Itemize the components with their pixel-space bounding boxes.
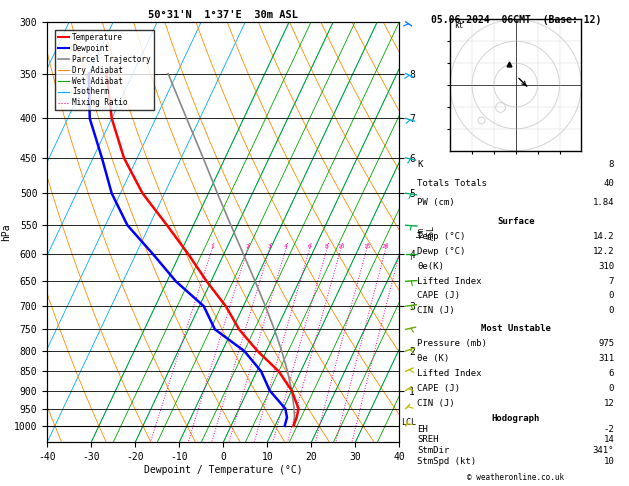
Text: θe (K): θe (K): [418, 354, 450, 363]
Text: 7: 7: [609, 277, 614, 285]
Text: 12.2: 12.2: [593, 247, 614, 256]
Text: 341°: 341°: [593, 446, 614, 455]
Text: © weatheronline.co.uk: © weatheronline.co.uk: [467, 473, 564, 482]
Text: Temp (°C): Temp (°C): [418, 232, 466, 241]
Text: Totals Totals: Totals Totals: [418, 179, 487, 188]
Text: K: K: [418, 160, 423, 169]
Text: CAPE (J): CAPE (J): [418, 292, 460, 300]
Text: 6: 6: [609, 369, 614, 378]
Text: Surface: Surface: [497, 217, 535, 226]
Text: θe(K): θe(K): [418, 261, 444, 271]
Text: 0: 0: [609, 383, 614, 393]
Text: 1: 1: [210, 244, 214, 249]
Text: 12: 12: [603, 399, 614, 408]
Text: 1.84: 1.84: [593, 198, 614, 207]
Text: 14.2: 14.2: [593, 232, 614, 241]
Text: 15: 15: [363, 244, 370, 249]
Text: 6: 6: [308, 244, 311, 249]
Text: kt: kt: [455, 21, 464, 30]
Text: 0: 0: [609, 306, 614, 315]
Text: Hodograph: Hodograph: [492, 414, 540, 423]
Text: 40: 40: [603, 179, 614, 188]
Text: -2: -2: [603, 425, 614, 434]
Text: 20: 20: [382, 244, 389, 249]
Text: 05.06.2024  06GMT  (Base: 12): 05.06.2024 06GMT (Base: 12): [431, 15, 601, 25]
Text: PW (cm): PW (cm): [418, 198, 455, 207]
Text: StmSpd (kt): StmSpd (kt): [418, 457, 477, 466]
Text: StmDir: StmDir: [418, 446, 450, 455]
Text: CIN (J): CIN (J): [418, 399, 455, 408]
Y-axis label: hPa: hPa: [1, 223, 11, 241]
Y-axis label: km
ASL: km ASL: [416, 225, 436, 240]
Text: 4: 4: [284, 244, 288, 249]
Text: 0: 0: [609, 292, 614, 300]
Text: 10: 10: [603, 457, 614, 466]
Text: 8: 8: [325, 244, 329, 249]
Text: 14: 14: [603, 435, 614, 444]
Text: 10: 10: [337, 244, 345, 249]
Text: 311: 311: [598, 354, 614, 363]
Text: 310: 310: [598, 261, 614, 271]
Text: Most Unstable: Most Unstable: [481, 324, 551, 333]
Text: SREH: SREH: [418, 435, 439, 444]
Text: Pressure (mb): Pressure (mb): [418, 339, 487, 348]
Text: Dewp (°C): Dewp (°C): [418, 247, 466, 256]
Text: 975: 975: [598, 339, 614, 348]
Text: Lifted Index: Lifted Index: [418, 369, 482, 378]
X-axis label: Dewpoint / Temperature (°C): Dewpoint / Temperature (°C): [144, 465, 303, 475]
Text: CAPE (J): CAPE (J): [418, 383, 460, 393]
Text: CIN (J): CIN (J): [418, 306, 455, 315]
Title: 50°31'N  1°37'E  30m ASL: 50°31'N 1°37'E 30m ASL: [148, 10, 298, 20]
Text: Lifted Index: Lifted Index: [418, 277, 482, 285]
Text: 2: 2: [246, 244, 250, 249]
Text: EH: EH: [418, 425, 428, 434]
Legend: Temperature, Dewpoint, Parcel Trajectory, Dry Adiabat, Wet Adiabat, Isotherm, Mi: Temperature, Dewpoint, Parcel Trajectory…: [55, 30, 153, 110]
Text: 8: 8: [609, 160, 614, 169]
Text: LCL: LCL: [401, 418, 416, 427]
Text: 3: 3: [268, 244, 272, 249]
